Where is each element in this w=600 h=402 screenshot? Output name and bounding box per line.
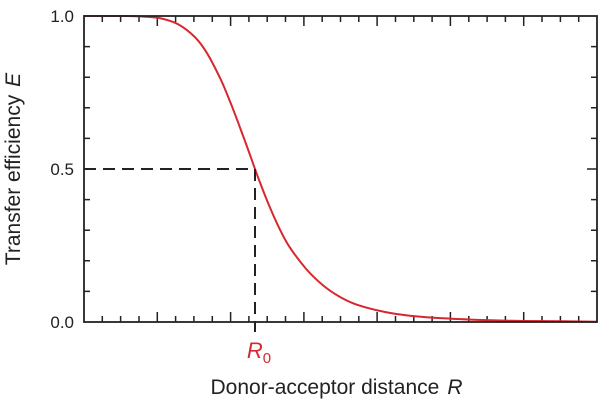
y-tick-label: 0.0: [50, 313, 74, 332]
r0-marker-label: R0: [247, 338, 271, 367]
x-axis-title: Donor-acceptor distance R: [211, 376, 463, 399]
y-tick-label: 0.5: [50, 160, 74, 179]
y-tick-labels: 0.0 0.5 1.0: [50, 7, 74, 332]
plot-frame: [83, 15, 598, 323]
efficiency-curve: [83, 14, 598, 323]
r0-reference-dashed-lines: [84, 168, 256, 332]
y-axis-title: Transfer efficiencyE: [2, 72, 25, 265]
y-tick-label: 1.0: [50, 7, 74, 26]
